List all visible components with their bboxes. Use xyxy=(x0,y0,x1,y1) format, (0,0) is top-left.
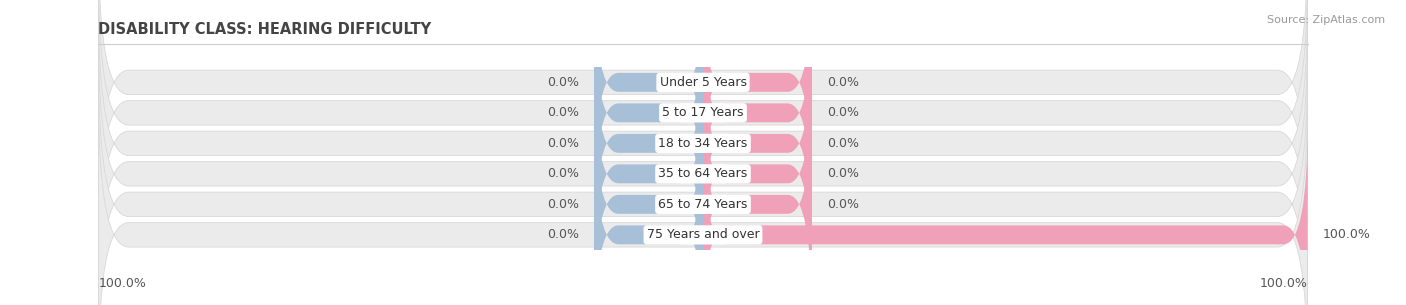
FancyBboxPatch shape xyxy=(595,122,703,305)
Text: 0.0%: 0.0% xyxy=(547,228,579,241)
Text: 65 to 74 Years: 65 to 74 Years xyxy=(658,198,748,211)
FancyBboxPatch shape xyxy=(595,61,703,286)
FancyBboxPatch shape xyxy=(595,0,703,195)
Text: 100.0%: 100.0% xyxy=(1323,228,1371,241)
FancyBboxPatch shape xyxy=(98,95,1308,305)
FancyBboxPatch shape xyxy=(703,122,1308,305)
Text: 0.0%: 0.0% xyxy=(827,106,859,119)
Text: 0.0%: 0.0% xyxy=(547,137,579,150)
Text: 0.0%: 0.0% xyxy=(827,167,859,180)
Text: 0.0%: 0.0% xyxy=(827,76,859,89)
FancyBboxPatch shape xyxy=(98,34,1308,305)
FancyBboxPatch shape xyxy=(703,0,811,195)
FancyBboxPatch shape xyxy=(703,92,811,305)
FancyBboxPatch shape xyxy=(98,3,1308,284)
Text: 100.0%: 100.0% xyxy=(98,277,146,290)
Text: 0.0%: 0.0% xyxy=(547,106,579,119)
Text: 100.0%: 100.0% xyxy=(1260,277,1308,290)
FancyBboxPatch shape xyxy=(595,92,703,305)
Text: 35 to 64 Years: 35 to 64 Years xyxy=(658,167,748,180)
Text: DISABILITY CLASS: HEARING DIFFICULTY: DISABILITY CLASS: HEARING DIFFICULTY xyxy=(98,22,432,37)
FancyBboxPatch shape xyxy=(98,0,1308,223)
Text: 0.0%: 0.0% xyxy=(827,198,859,211)
Text: 0.0%: 0.0% xyxy=(827,137,859,150)
Text: 0.0%: 0.0% xyxy=(547,76,579,89)
Text: 0.0%: 0.0% xyxy=(547,198,579,211)
FancyBboxPatch shape xyxy=(595,31,703,256)
Text: Source: ZipAtlas.com: Source: ZipAtlas.com xyxy=(1267,15,1385,25)
FancyBboxPatch shape xyxy=(703,31,811,256)
Text: 18 to 34 Years: 18 to 34 Years xyxy=(658,137,748,150)
FancyBboxPatch shape xyxy=(595,0,703,225)
FancyBboxPatch shape xyxy=(98,64,1308,305)
FancyBboxPatch shape xyxy=(98,0,1308,253)
Text: 5 to 17 Years: 5 to 17 Years xyxy=(662,106,744,119)
FancyBboxPatch shape xyxy=(703,61,811,286)
Text: Under 5 Years: Under 5 Years xyxy=(659,76,747,89)
Text: 0.0%: 0.0% xyxy=(547,167,579,180)
Text: 75 Years and over: 75 Years and over xyxy=(647,228,759,241)
FancyBboxPatch shape xyxy=(703,0,811,225)
